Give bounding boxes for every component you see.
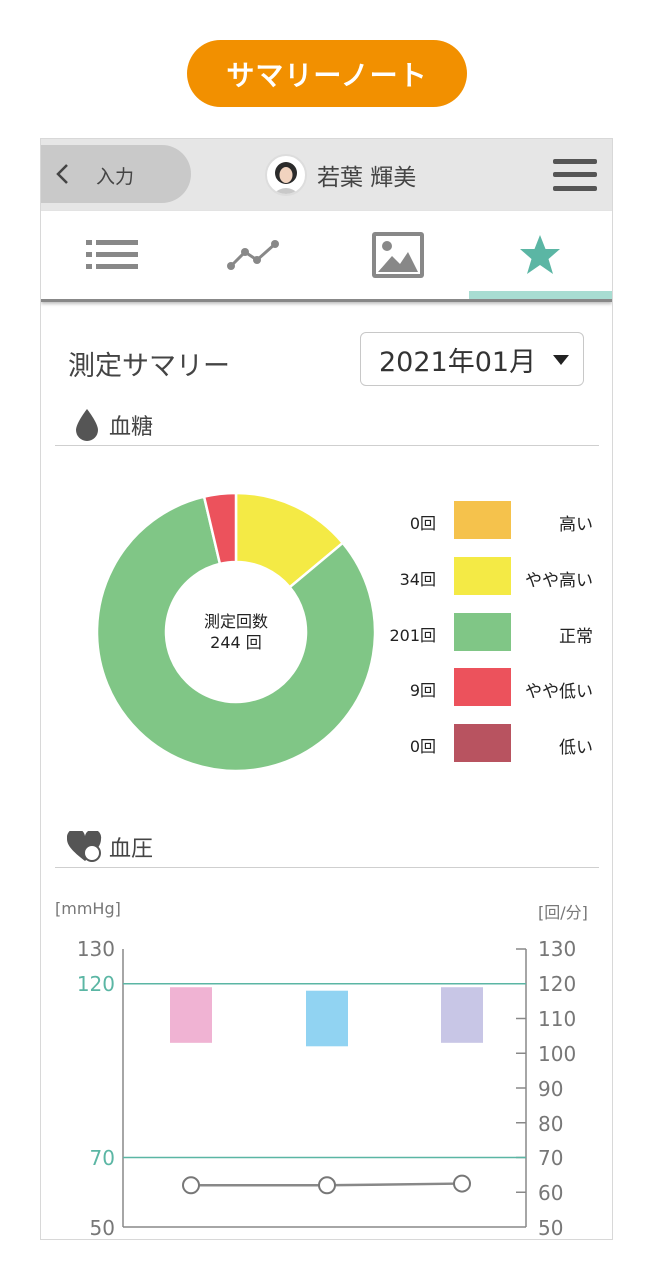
- pulse-point-1: [318, 1176, 336, 1195]
- pulse-point-0: [182, 1176, 200, 1195]
- right-tick-70: 70: [538, 1146, 564, 1170]
- measure-count-label: 測定回数: [203, 612, 268, 631]
- right-axis-unit: [回/分]: [538, 903, 588, 922]
- active-tab-indicator: [469, 291, 612, 299]
- caret-down-icon: [553, 355, 569, 365]
- legend-label: 正常: [559, 627, 593, 647]
- page-title-pill: サマリーノート: [187, 40, 467, 107]
- legend-swatch: [454, 557, 511, 595]
- back-button-label: 入力: [96, 166, 135, 188]
- left-tick-70: 70: [89, 1146, 115, 1170]
- image-icon: [372, 232, 424, 278]
- tab-image[interactable]: [327, 211, 469, 299]
- left-tick-120: 120: [76, 972, 115, 996]
- month-select[interactable]: 2021年01月: [360, 332, 584, 386]
- drop-icon: [76, 409, 98, 441]
- right-tick-100: 100: [538, 1042, 577, 1066]
- bp-range-bar-1: [306, 990, 348, 1047]
- legend-item-high: 0回 高い: [381, 501, 601, 539]
- donut-slice-3: [202, 492, 238, 566]
- legend-label: やや高い: [525, 571, 593, 591]
- legend-count: 201回: [389, 626, 436, 645]
- tab-bar: [41, 211, 612, 302]
- pulse-point-2: [453, 1174, 471, 1193]
- legend-swatch: [454, 724, 511, 762]
- right-tick-60: 60: [538, 1181, 564, 1205]
- legend-count: 34回: [399, 570, 436, 589]
- right-tick-50: 50: [538, 1216, 564, 1240]
- legend-count: 9回: [409, 681, 436, 700]
- glucose-section-label: 血糖: [109, 415, 154, 440]
- tab-summary[interactable]: [469, 211, 611, 299]
- legend-item-slightly-high: 34回 やや高い: [381, 557, 601, 595]
- star-icon: [520, 235, 560, 274]
- left-tick-50: 50: [89, 1216, 115, 1240]
- glucose-donut-chart: [96, 492, 376, 772]
- right-tick-80: 80: [538, 1112, 564, 1136]
- donut-slice-2: [96, 495, 376, 772]
- app-frame: 入力 若葉 輝美: [40, 138, 613, 1240]
- bp-range-bar-2: [441, 987, 483, 1043]
- pressure-section-header: 血圧: [55, 827, 599, 868]
- blood-pressure-chart: [122, 948, 527, 1228]
- right-tick-110: 110: [538, 1007, 577, 1031]
- donut-center-label: 測定回数 244 回: [186, 611, 286, 653]
- top-bar: 入力 若葉 輝美: [41, 139, 612, 211]
- left-tick-130: 130: [76, 937, 115, 961]
- legend-item-normal: 201回 正常: [381, 613, 601, 651]
- left-axis-unit: [mmHg]: [55, 899, 121, 918]
- bp-range-bar-0: [170, 987, 212, 1043]
- legend-label: 低い: [559, 738, 593, 758]
- legend-item-slightly-low: 9回 やや低い: [381, 668, 601, 706]
- legend-label: やや低い: [525, 682, 593, 702]
- avatar: [265, 154, 307, 196]
- right-tick-130: 130: [538, 937, 577, 961]
- summary-title: 測定サマリー: [68, 351, 230, 382]
- legend-swatch: [454, 501, 511, 539]
- back-button[interactable]: 入力: [41, 145, 191, 203]
- legend-count: 0回: [409, 737, 436, 756]
- heart-icon: [67, 831, 102, 862]
- user-info: 若葉 輝美: [265, 152, 416, 198]
- list-icon: [86, 240, 138, 269]
- glucose-section-header: 血糖: [55, 405, 599, 446]
- legend-swatch: [454, 613, 511, 651]
- measure-count-value: 244 回: [210, 633, 262, 652]
- right-tick-120: 120: [538, 972, 577, 996]
- legend-swatch: [454, 668, 511, 706]
- legend-label: 高い: [559, 515, 593, 535]
- hamburger-menu-icon[interactable]: [553, 159, 597, 191]
- page-title: サマリーノート: [226, 58, 428, 92]
- pressure-section-label: 血圧: [109, 837, 154, 862]
- line-chart-icon: [227, 240, 279, 270]
- tab-trend[interactable]: [183, 211, 325, 299]
- user-name: 若葉 輝美: [317, 165, 417, 191]
- tab-list[interactable]: [41, 211, 183, 299]
- right-tick-90: 90: [538, 1077, 564, 1101]
- legend-count: 0回: [409, 514, 436, 533]
- chevron-left-icon: [56, 164, 68, 184]
- month-select-value: 2021年01月: [379, 346, 537, 378]
- legend-item-low: 0回 低い: [381, 724, 601, 762]
